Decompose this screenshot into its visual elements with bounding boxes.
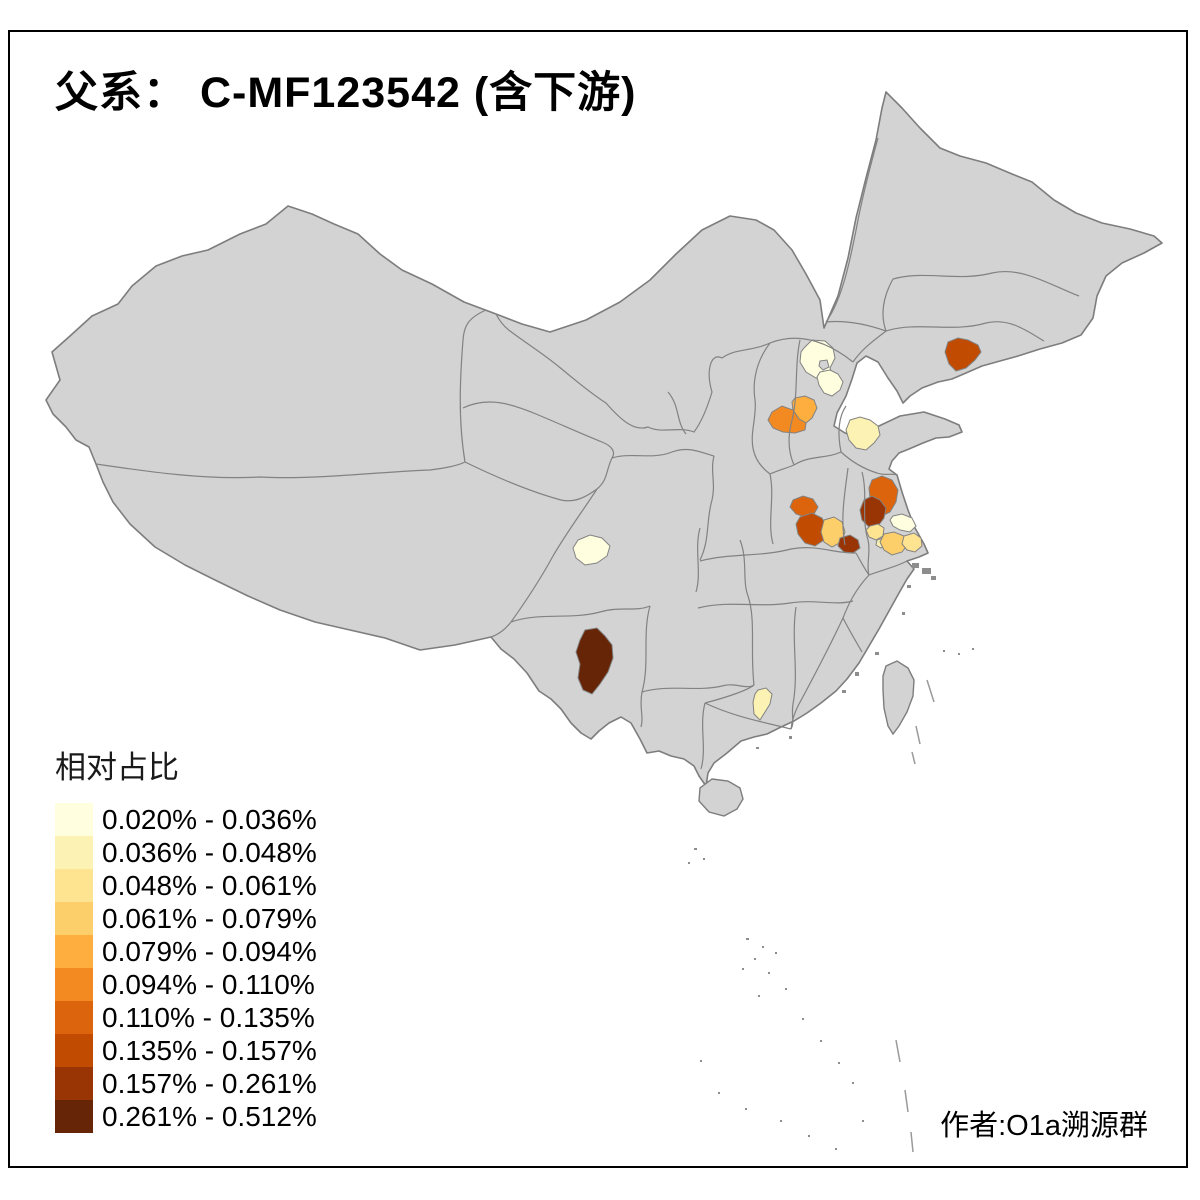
map-region-liaoning-coastal	[944, 337, 982, 372]
legend-item: 0.079% - 0.094%	[55, 935, 317, 968]
province-borders	[95, 137, 1080, 770]
legend-item: 0.048% - 0.061%	[55, 869, 317, 902]
map-region-chengdu-area	[572, 534, 611, 566]
boundary-dashes	[895, 679, 935, 1153]
legend: 相对占比 0.020% - 0.036% 0.036% - 0.048% 0.048…	[55, 742, 317, 1133]
map-region-hebei-north-orange	[791, 395, 818, 424]
hainan-island	[698, 778, 744, 817]
map-region-guangdong-north	[752, 687, 773, 721]
legend-item: 0.036% - 0.048%	[55, 836, 317, 869]
legend-swatch	[55, 1067, 93, 1100]
legend-range-label: 0.061% - 0.079%	[102, 902, 317, 934]
page-title: 父系： C-MF123542 (含下游)	[55, 69, 637, 117]
mainland-outline	[45, 91, 1163, 787]
legend-swatch	[55, 869, 93, 902]
legend-range-label: 0.110% - 0.135%	[102, 1001, 315, 1033]
legend-swatch	[55, 836, 93, 869]
legend-swatch	[55, 1034, 93, 1067]
legend-item: 0.135% - 0.157%	[55, 1034, 317, 1067]
islands	[688, 563, 974, 1153]
map-region-yunnan-central-darkest	[575, 627, 614, 695]
author-credit: 作者:O1a溯源群	[940, 1110, 1148, 1142]
legend-swatch	[55, 1100, 93, 1133]
legend-swatch	[55, 968, 93, 1001]
map-region-jiangsu-central-dark	[859, 495, 887, 528]
legend-range-label: 0.135% - 0.157%	[102, 1034, 317, 1066]
legend-range-label: 0.157% - 0.261%	[102, 1067, 317, 1099]
legend-swatch	[55, 902, 93, 935]
map-region-jiangsu-east-cream	[889, 513, 917, 533]
map-region-henan-south-darkred	[795, 512, 828, 547]
legend-range-label: 0.094% - 0.110%	[102, 968, 315, 1000]
legend-swatch	[55, 1001, 93, 1034]
legend-range-label: 0.048% - 0.061%	[102, 869, 317, 901]
legend-range-label: 0.261% - 0.512%	[102, 1100, 317, 1132]
map-region-south-jiangsu	[879, 531, 909, 556]
legend-rows: 0.020% - 0.036% 0.036% - 0.048% 0.048% - 0…	[55, 803, 317, 1133]
taiwan-island	[882, 660, 915, 736]
map-region-tianjin-langfang	[816, 369, 844, 397]
map-region-shandong-central	[845, 416, 881, 451]
map-region-anhui-east-dark	[837, 534, 861, 554]
legend-range-label: 0.079% - 0.094%	[102, 935, 317, 967]
map-region-hebei-south-orange	[767, 405, 807, 434]
map-region-shanghai-suzhou	[901, 532, 923, 553]
legend-item: 0.094% - 0.110%	[55, 968, 317, 1001]
south-sea-islets	[688, 848, 864, 1150]
legend-range-label: 0.020% - 0.036%	[102, 803, 317, 835]
legend-item: 0.020% - 0.036%	[55, 803, 317, 836]
legend-item: 0.157% - 0.261%	[55, 1067, 317, 1100]
coastal-islets	[756, 563, 974, 749]
legend-item: 0.261% - 0.512%	[55, 1100, 317, 1133]
legend-swatch	[55, 935, 93, 968]
highlighted-regions	[572, 337, 982, 721]
legend-range-label: 0.036% - 0.048%	[102, 836, 317, 868]
legend-title: 相对占比	[55, 750, 179, 785]
legend-item: 0.110% - 0.135%	[55, 1001, 317, 1034]
map-region-beijing-core-notch	[818, 359, 830, 371]
legend-swatch	[55, 803, 93, 836]
legend-item: 0.061% - 0.079%	[55, 902, 317, 935]
